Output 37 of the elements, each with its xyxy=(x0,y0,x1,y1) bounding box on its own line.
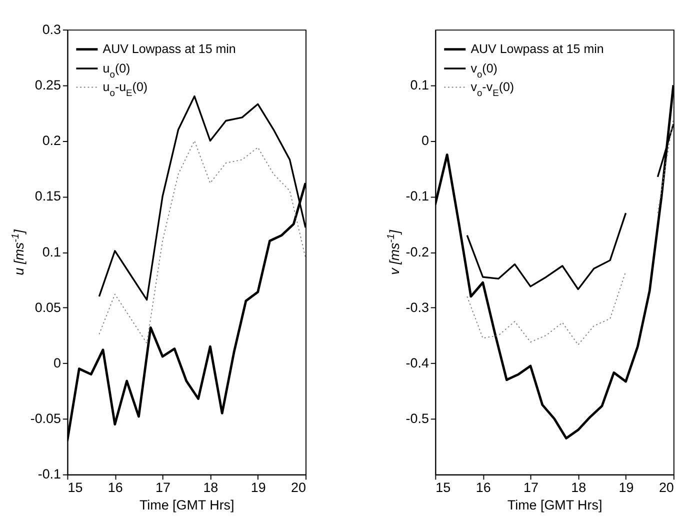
legend-label: v$_{o}$(0) xyxy=(470,61,498,80)
legend-label: u$_{o}$-u$_{E}$(0) xyxy=(102,80,148,98)
y-tick-label: 0.05 xyxy=(34,300,62,315)
x-tick-label: 17 xyxy=(523,480,538,496)
y-tick-label: 0.25 xyxy=(34,78,62,92)
x-tick-label: 18 xyxy=(571,480,586,496)
y-tick-label: -0.05 xyxy=(30,411,62,426)
x-tick-label: 15 xyxy=(68,480,83,496)
x-tick-label: 17 xyxy=(156,480,171,496)
x-tick-label: 16 xyxy=(108,480,123,496)
x-tick-label: 19 xyxy=(250,480,266,496)
y-tick-label: -0.3 xyxy=(406,300,429,315)
x-tick-label: 15 xyxy=(436,480,451,496)
x-tick-label: 19 xyxy=(618,480,634,496)
y-tick-label: 0.15 xyxy=(34,188,62,204)
x-tick-label: 20 xyxy=(658,480,674,496)
y-tick-label: -0.5 xyxy=(406,411,429,426)
y-tick-label: 0 xyxy=(54,355,62,370)
x-axis-title: Time [GMT Hrs] xyxy=(507,497,602,512)
y-tick-label: -0.1 xyxy=(38,466,62,482)
legend-label: v$_{o}$-v$_{E}$(0) xyxy=(470,80,514,98)
y-tick-label: -0.1 xyxy=(406,188,429,204)
y-tick-label: 0.2 xyxy=(42,133,62,148)
y-tick-label: 0.3 xyxy=(42,22,62,37)
x-tick-label: 18 xyxy=(203,480,218,496)
line-series xyxy=(98,140,306,344)
x-tick-label: 16 xyxy=(476,480,491,496)
legend-label: u$_{o}$(0) xyxy=(102,61,130,80)
y-tick-label: -0.2 xyxy=(406,244,429,260)
x-axis-title: Time [GMT Hrs] xyxy=(139,497,234,512)
y-tick-label: 0 xyxy=(421,133,429,148)
y-tick-label: 0.1 xyxy=(410,78,429,92)
legend-label: AUV Lowpass at 15 min xyxy=(102,42,236,56)
x-tick-label: 20 xyxy=(291,480,306,496)
y-tick-label: -0.4 xyxy=(406,355,430,370)
y-tick-label: 0.1 xyxy=(42,244,62,260)
legend-label: AUV Lowpass at 15 min xyxy=(470,42,604,56)
